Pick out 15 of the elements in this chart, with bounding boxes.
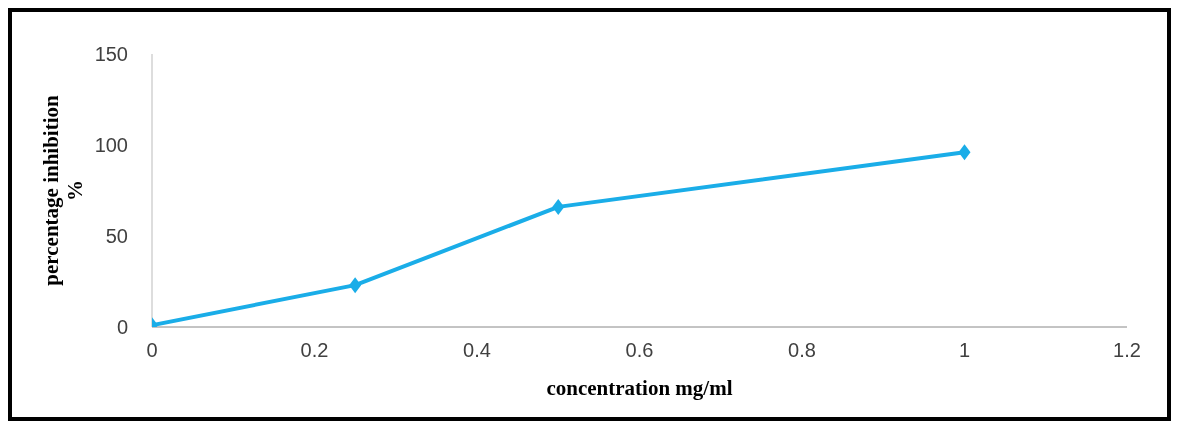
point	[552, 198, 565, 215]
x-axis-title: concentration mg/ml	[546, 376, 733, 400]
y-tick-label: 50	[105, 225, 128, 248]
y-tick-label: 150	[94, 43, 128, 66]
x-tick-label: 0.2	[300, 339, 329, 362]
y-axis-title: percentage inhibition %	[39, 94, 87, 286]
x-tick-label: 0.6	[625, 339, 654, 362]
x-tick-label: 1	[958, 339, 971, 362]
x-tick-label: 1.2	[1113, 339, 1141, 362]
point	[958, 144, 971, 161]
x-tick-label: 0.4	[463, 339, 491, 362]
x-tick-label: 0.8	[788, 339, 816, 362]
y-tick-label: 0	[116, 316, 128, 339]
y-tick-label: 100	[94, 134, 128, 157]
x-tick-label: 0	[146, 339, 158, 362]
